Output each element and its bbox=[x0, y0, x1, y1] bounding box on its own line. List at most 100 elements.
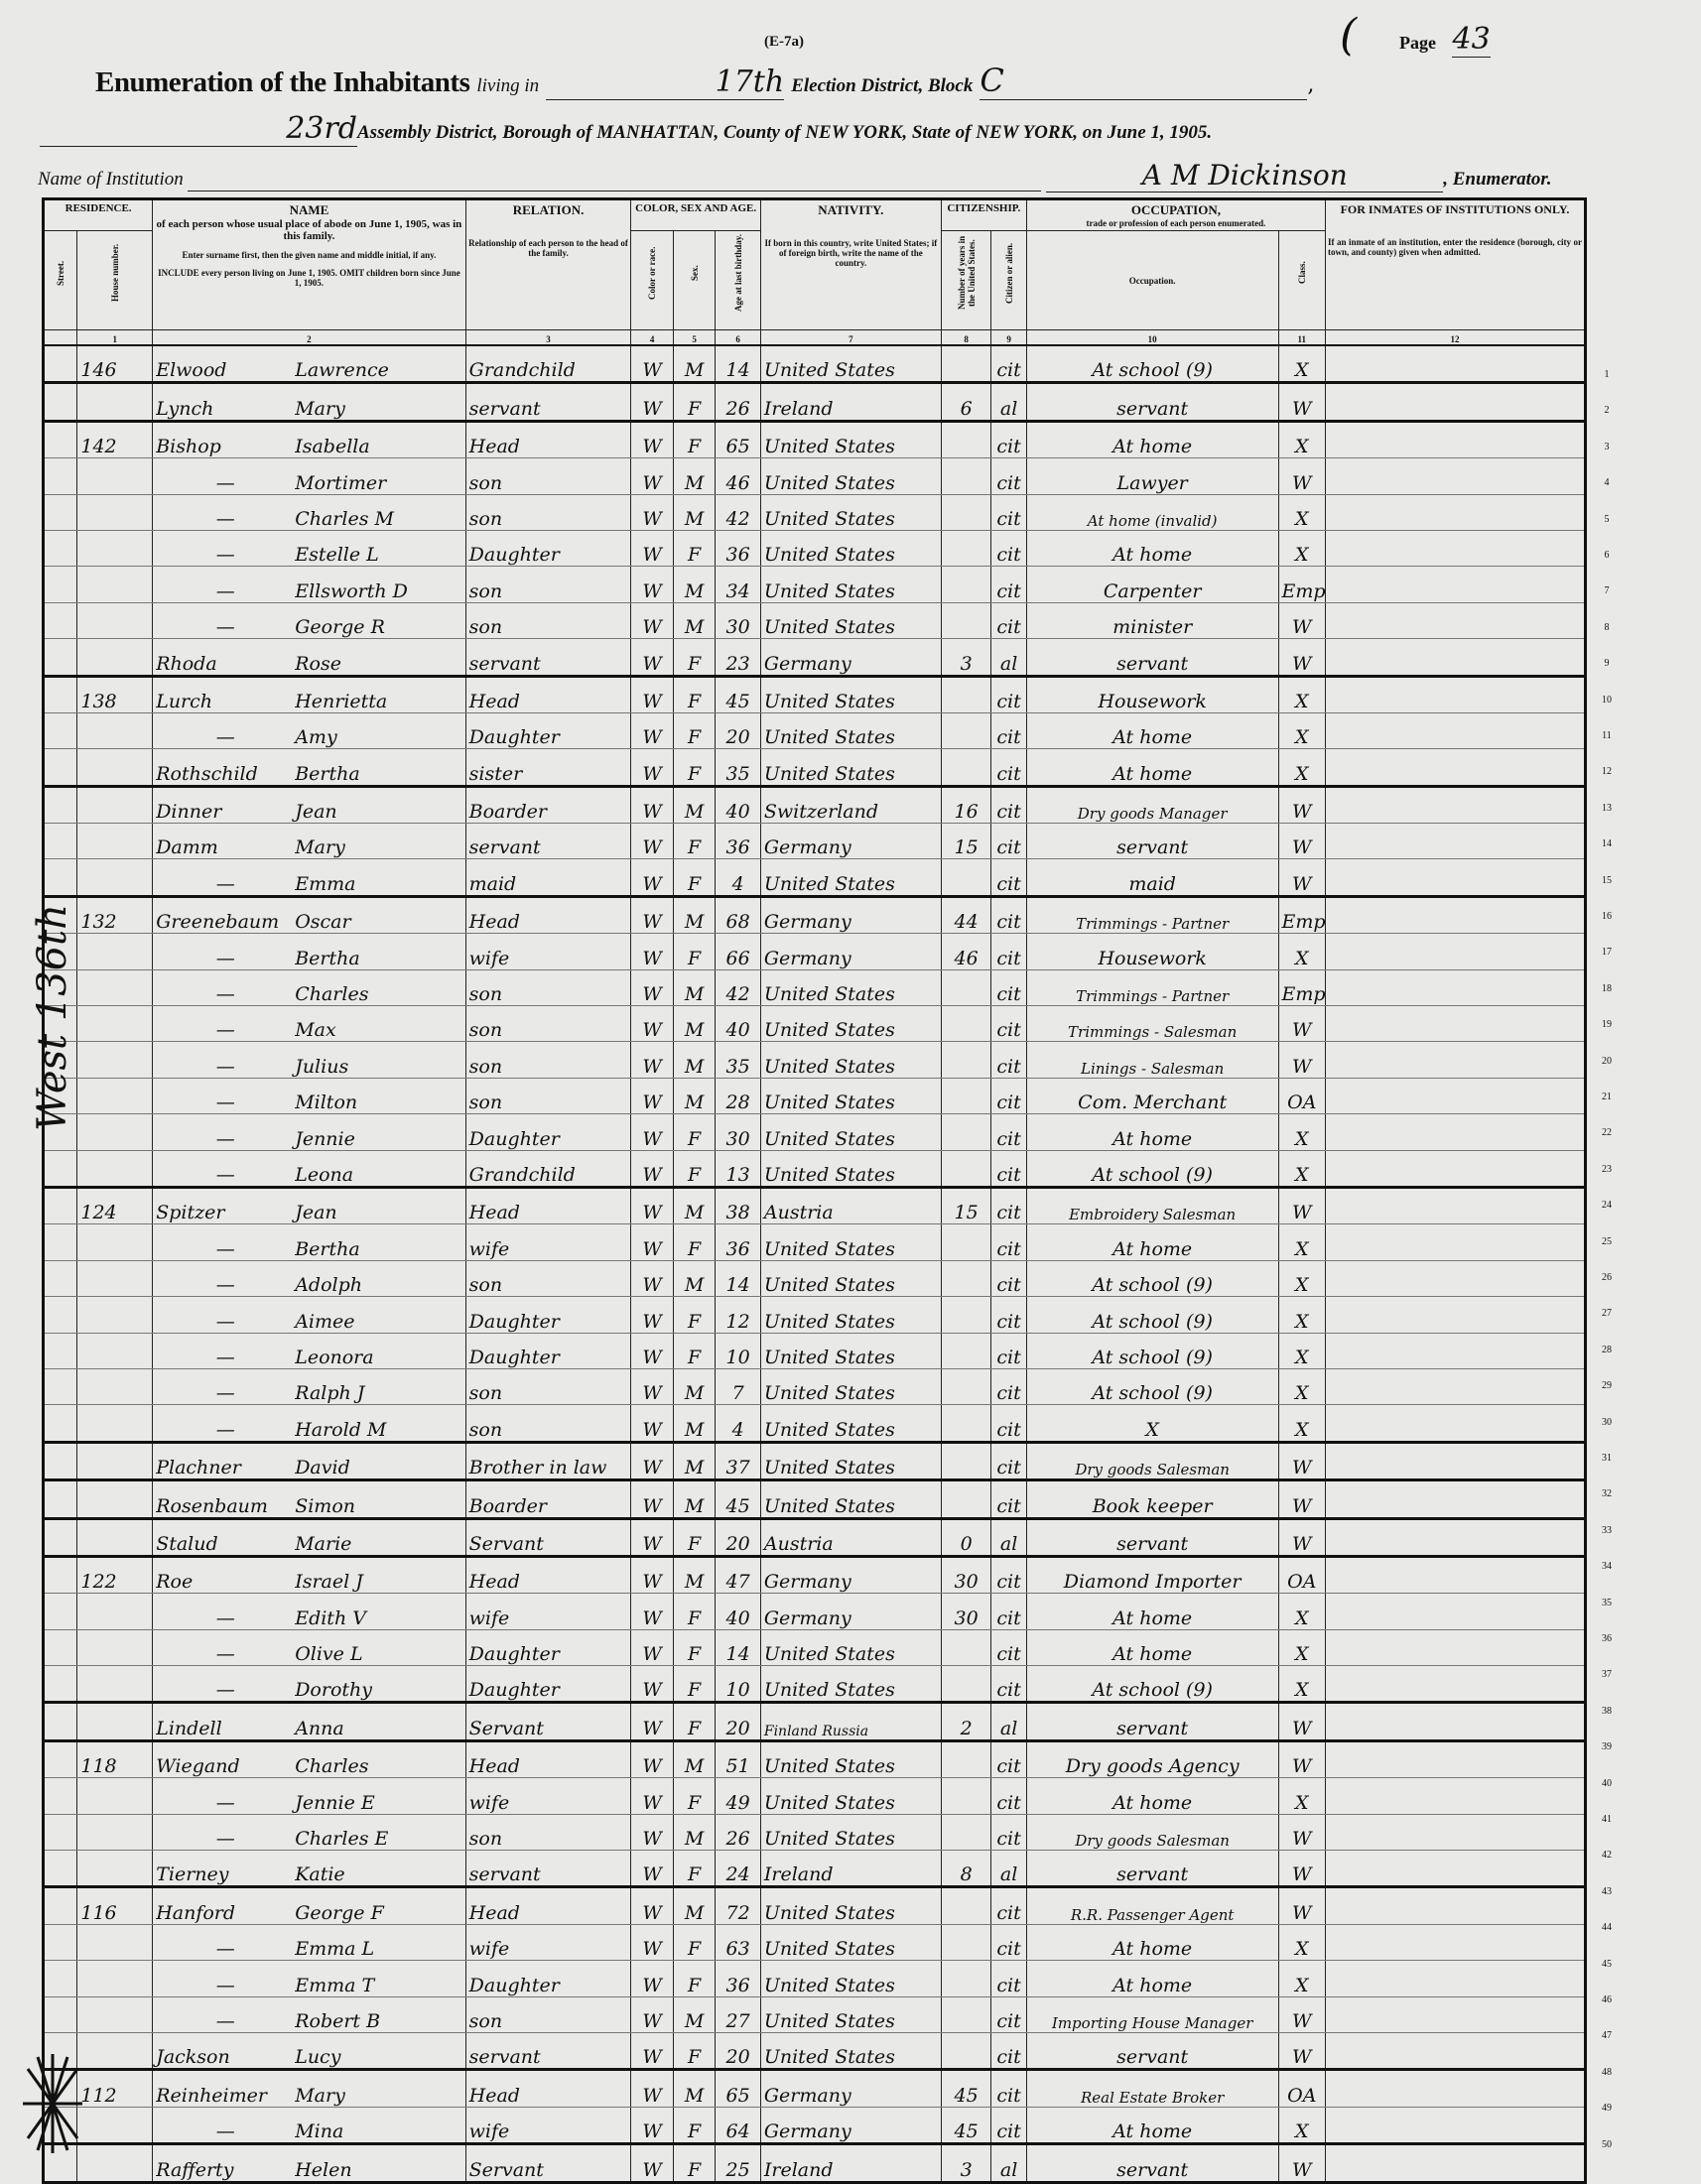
given-name: Emma L bbox=[295, 1938, 375, 1961]
relation-cell: Boarder bbox=[464, 786, 632, 825]
years-in-us-cell bbox=[940, 1777, 992, 1815]
row-number: 32 bbox=[1602, 1488, 1612, 1500]
citizenship-cell: cit bbox=[990, 1777, 1027, 1815]
color-cell: W bbox=[630, 1850, 674, 1889]
color-cell: W bbox=[630, 421, 674, 459]
census-row: — Estelle L Daughter W F 36 United States cit At… bbox=[42, 530, 1586, 568]
color-cell: W bbox=[630, 1740, 674, 1779]
inmate-residence-cell bbox=[1325, 1777, 1586, 1815]
census-row: Rafferty Helen Servant W F 25 Ireland 3 al servan… bbox=[42, 2143, 1586, 2183]
class-cell: X bbox=[1277, 1924, 1327, 1962]
street-cell bbox=[42, 896, 78, 935]
age-cell: 10 bbox=[715, 1333, 761, 1369]
sex-cell: F bbox=[672, 933, 717, 970]
age-cell: 24 bbox=[715, 1850, 761, 1889]
citizenship-cell: cit bbox=[990, 933, 1027, 970]
age-cell: 4 bbox=[715, 858, 761, 898]
citizenship-cell: cit bbox=[990, 494, 1027, 531]
occupation-cell: Carpenter bbox=[1025, 566, 1279, 603]
district-line-text: Assembly District, Borough of MANHATTAN,… bbox=[357, 122, 1213, 143]
living-in-label: living in bbox=[476, 75, 540, 96]
nativity-cell: Germany bbox=[759, 896, 942, 935]
institution-label: Name of Institution bbox=[38, 169, 184, 190]
surname: Rosenbaum bbox=[156, 1494, 268, 1517]
age-cell: 12 bbox=[715, 1296, 761, 1334]
surname: — bbox=[215, 1606, 235, 1629]
age-cell: 42 bbox=[715, 969, 761, 1007]
relation-cell: son bbox=[464, 1996, 632, 2033]
nativity-cell: United States bbox=[759, 530, 942, 568]
relation-cell: Head bbox=[464, 1556, 632, 1595]
column-number: 11 bbox=[1277, 329, 1327, 346]
class-cell: X bbox=[1277, 530, 1327, 568]
sex-cell: M bbox=[672, 1886, 717, 1925]
years-in-us-cell bbox=[940, 1333, 992, 1369]
name-cell: Lurch Henrietta bbox=[152, 676, 466, 713]
sex-cell: M bbox=[672, 1041, 717, 1079]
inmate-residence-cell bbox=[1325, 1996, 1586, 2033]
occupation-header: OCCUPATION, trade or profession of each … bbox=[1025, 198, 1327, 231]
census-row: — Aimee Daughter W F 12 United States cit At sch… bbox=[42, 1296, 1586, 1334]
surname: — bbox=[215, 1346, 235, 1368]
years-in-us-cell: 45 bbox=[940, 2107, 992, 2146]
nativity-cell: United States bbox=[759, 748, 942, 788]
age-cell: 65 bbox=[715, 421, 761, 459]
occupation-cell: R.R. Passenger Agent bbox=[1025, 1886, 1279, 1925]
years-in-us-cell bbox=[940, 1404, 992, 1444]
surname: Rothschild bbox=[156, 762, 258, 785]
citizenship-cell: cit bbox=[990, 896, 1027, 935]
surname: — bbox=[215, 1938, 235, 1961]
name-cell: Rafferty Helen bbox=[152, 2143, 466, 2183]
relation-cell: sister bbox=[464, 748, 632, 788]
given-name: Helen bbox=[295, 2158, 352, 2181]
years-in-us-cell: 0 bbox=[940, 1518, 992, 1558]
relation-cell: Brother in law bbox=[464, 1442, 632, 1482]
census-body: 1 2 3 4 5 6 7 8 9 10 11 12 146 Elwood Lawrence Grandch… bbox=[42, 329, 1586, 2183]
surname: — bbox=[215, 579, 235, 602]
relation-cell: Grandchild bbox=[464, 345, 632, 385]
surname: — bbox=[215, 1643, 235, 1666]
nativity-cell: United States bbox=[759, 1223, 942, 1261]
given-name: Estelle L bbox=[295, 544, 379, 567]
citizenship-cell: cit bbox=[990, 786, 1027, 825]
class-cell: X bbox=[1277, 712, 1327, 750]
class-cell: X bbox=[1277, 345, 1327, 385]
occupation-cell: maid bbox=[1025, 858, 1279, 898]
given-name: Charles M bbox=[295, 507, 394, 530]
citizenship-cell: cit bbox=[990, 1593, 1027, 1630]
inmate-residence-cell bbox=[1325, 2107, 1586, 2146]
citizenship-cell: cit bbox=[990, 602, 1027, 640]
citizenship-cell: cit bbox=[990, 2069, 1027, 2108]
name-cell: — Dorothy bbox=[152, 1665, 466, 1705]
class-cell: X bbox=[1277, 1223, 1327, 1261]
given-name: Mary bbox=[295, 2084, 345, 2107]
years-in-us-cell bbox=[940, 1223, 992, 1261]
name-cell: — Edith V bbox=[152, 1593, 466, 1630]
citizenship-cell: cit bbox=[990, 1150, 1027, 1190]
surname: — bbox=[215, 983, 235, 1006]
inmate-residence-cell bbox=[1325, 1924, 1586, 1962]
surname: — bbox=[215, 1237, 235, 1260]
house-cell bbox=[76, 382, 154, 423]
relation-cell: son bbox=[464, 1368, 632, 1406]
nativity-cell: Germany bbox=[759, 933, 942, 970]
citizenship-cell: cit bbox=[990, 1333, 1027, 1369]
class-cell: X bbox=[1277, 748, 1327, 788]
relation-cell: son bbox=[464, 969, 632, 1007]
given-name: Ellsworth D bbox=[295, 579, 408, 602]
age-cell: 26 bbox=[715, 1814, 761, 1852]
occupation-cell: At home bbox=[1025, 748, 1279, 788]
census-row: Lindell Anna Servant W F 20 Finland Russia 2 al s… bbox=[42, 1702, 1586, 1742]
inmate-residence-cell bbox=[1325, 1814, 1586, 1852]
sex-cell: F bbox=[672, 1850, 717, 1889]
color-cell: W bbox=[630, 1404, 674, 1444]
occupation-cell: At home bbox=[1025, 1629, 1279, 1667]
occupation-cell: Real Estate Broker bbox=[1025, 2069, 1279, 2108]
color-cell: W bbox=[630, 638, 674, 678]
citizenship-cell: cit bbox=[990, 421, 1027, 459]
street-cell bbox=[42, 858, 78, 898]
nativity-cell: Ireland bbox=[759, 382, 942, 423]
house-cell bbox=[76, 1996, 154, 2033]
inmate-residence-cell bbox=[1325, 345, 1586, 385]
